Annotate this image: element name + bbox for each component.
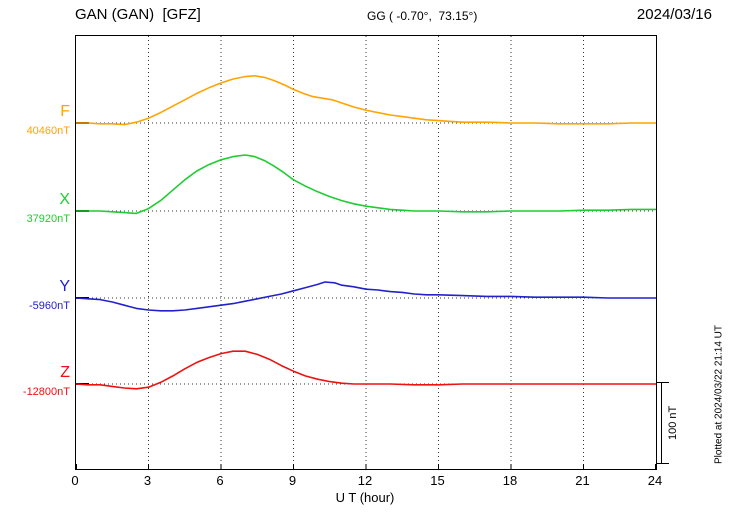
x-tick-label: 3 — [143, 473, 152, 488]
channel-baseline-Y: -5960nT — [29, 300, 70, 312]
channel-Z: Z -12800nT — [0, 364, 70, 399]
x-axis-label: U T (hour) — [335, 490, 395, 505]
x-tick-label: 24 — [647, 473, 663, 488]
scalebar-bottom-cap — [656, 463, 669, 464]
channel-baseline-F: 40460nT — [26, 125, 70, 137]
scalebar-top-cap — [656, 382, 669, 383]
plot-timestamp-note: Plotted at 2024/03/22 21:14 UT — [713, 325, 725, 465]
channel-letter-Y: Y — [59, 278, 70, 295]
gg-coordinates: GG ( -0.70°, 73.15°) — [367, 9, 478, 23]
channel-X: X 37920nT — [0, 191, 70, 226]
x-tick-label: 12 — [357, 473, 373, 488]
channel-baseline-X: 37920nT — [26, 213, 70, 225]
date-label: 2024/03/16 — [636, 6, 712, 23]
channel-letter-X: X — [59, 191, 70, 208]
channel-F: F 40460nT — [0, 103, 70, 138]
station-title: GAN (GAN) [GFZ] — [75, 6, 201, 23]
channel-baseline-Z: -12800nT — [22, 386, 70, 398]
scalebar-label: 100 nT — [667, 405, 679, 440]
channel-letter-F: F — [60, 103, 70, 120]
x-tick-label: 21 — [575, 473, 590, 488]
channel-Y: Y -5960nT — [0, 278, 70, 313]
plot-area — [75, 35, 657, 470]
x-tick-label: 18 — [502, 473, 518, 488]
channel-letter-Z: Z — [60, 364, 70, 381]
x-tick-label: 6 — [216, 473, 224, 488]
plot-svg — [76, 36, 656, 469]
x-tick-label: 0 — [71, 473, 79, 488]
scalebar-line — [661, 382, 662, 463]
x-tick-label: 15 — [430, 473, 445, 488]
x-tick-label: 9 — [288, 473, 297, 488]
